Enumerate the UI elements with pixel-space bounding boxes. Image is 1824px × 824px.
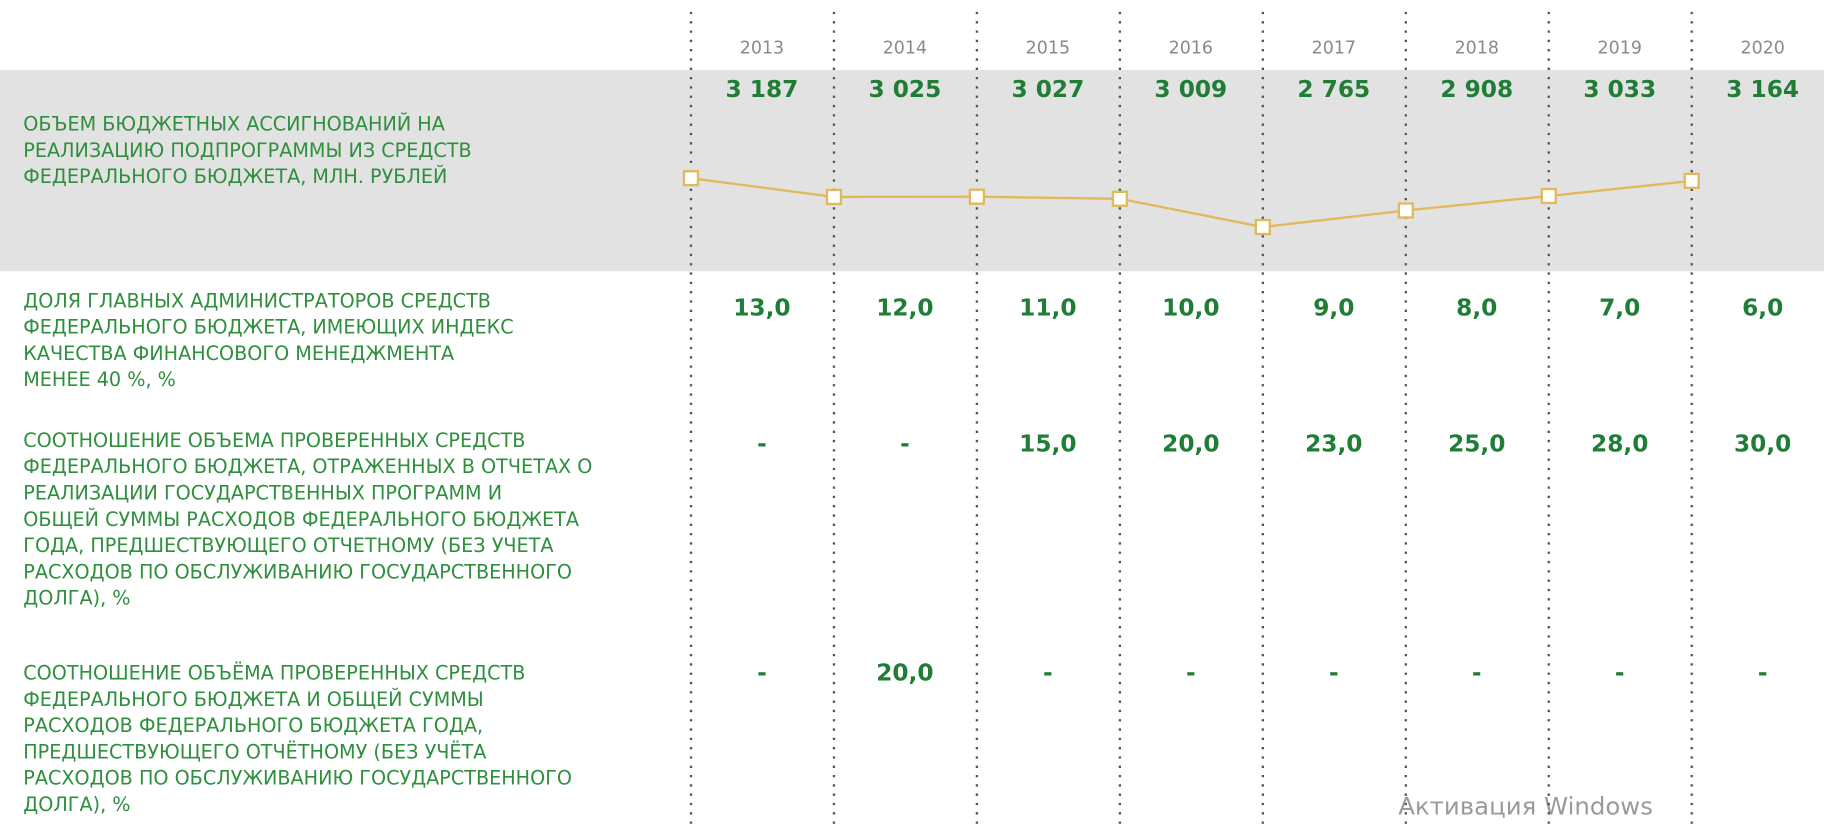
cell-value: 30,0: [1734, 431, 1791, 458]
row-label: СООТНОШЕНИЕ ОБЪЕМА ПРОВЕРЕННЫХ СРЕДСТВ: [23, 429, 525, 452]
row-label: ДОЛГА), %: [23, 793, 130, 816]
row-label: ОБЪЕМ БЮДЖЕТНЫХ АССИГНОВАНИЙ НА: [23, 112, 445, 135]
row-label: ФЕДЕРАЛЬНОГО БЮДЖЕТА, МЛН. РУБЛЕЙ: [23, 165, 447, 188]
sparkline-point: [825, 188, 843, 206]
year-header: 2018: [1455, 39, 1499, 59]
cell-value: 2 765: [1297, 76, 1370, 103]
sparkline-point: [682, 170, 700, 187]
cell-value: 15,0: [1019, 431, 1076, 458]
row-label: ФЕДЕРАЛЬНОГО БЮДЖЕТА, ИМЕЮЩИХ ИНДЕКС: [23, 316, 513, 339]
row-label: РАСХОДОВ ПО ОБСЛУЖИВАНИЮ ГОСУДАРСТВЕННОГ…: [23, 767, 572, 790]
year-header: 2014: [883, 39, 927, 59]
cell-value: -: [1186, 660, 1196, 687]
row-label: РЕАЛИЗАЦИЮ ПОДПРОГРАММЫ ИЗ СРЕДСТВ: [23, 139, 471, 162]
cell-value: -: [1472, 660, 1482, 687]
cell-value: 2 908: [1440, 76, 1513, 103]
year-header: 2016: [1169, 39, 1213, 59]
highlight-band: [0, 70, 1824, 272]
cell-value: 20,0: [1162, 431, 1219, 458]
row-label: СООТНОШЕНИЕ ОБЪЁМА ПРОВЕРЕННЫХ СРЕДСТВ: [23, 662, 525, 685]
cell-value: 28,0: [1591, 431, 1648, 458]
row-label: ДОЛЯ ГЛАВНЫХ АДМИНИСТРАТОРОВ СРЕДСТВ: [23, 289, 491, 312]
cell-value: 3 025: [868, 76, 941, 103]
year-header: 2017: [1312, 39, 1356, 59]
sparkline-point: [1540, 187, 1557, 205]
cell-value: 7,0: [1599, 294, 1640, 321]
cell-value: 25,0: [1448, 431, 1505, 458]
sparkline-point: [1111, 190, 1129, 207]
cell-value: -: [757, 431, 767, 458]
cell-value: 12,0: [876, 294, 933, 321]
row-label: МЕНЕЕ 40 %, %: [23, 368, 176, 391]
cell-value: 13,0: [733, 294, 790, 321]
cell-value: -: [900, 431, 910, 458]
cell-value: -: [1043, 660, 1053, 687]
sparkline-point: [968, 188, 986, 205]
cell-value: 3 164: [1726, 76, 1799, 103]
sparkline: [690, 177, 1692, 229]
sparkline-point: [1683, 172, 1700, 189]
year-header: 2015: [1026, 39, 1070, 59]
row-label: ОБЩЕЙ СУММЫ РАСХОДОВ ФЕДЕРАЛЬНОГО БЮДЖЕТ…: [23, 508, 579, 531]
row-label: ФЕДЕРАЛЬНОГО БЮДЖЕТА, ОТРАЖЕННЫХ В ОТЧЕТ…: [23, 455, 592, 478]
year-header: 2013: [740, 39, 784, 59]
cell-value: -: [1758, 660, 1768, 687]
cell-value: 8,0: [1456, 294, 1497, 321]
cell-value: 10,0: [1162, 294, 1219, 321]
row-label: ПРЕДШЕСТВУЮЩЕГО ОТЧЁТНОМУ (БЕЗ УЧЁТА: [23, 740, 486, 763]
cell-value: -: [1329, 660, 1339, 687]
cell-value: 3 033: [1583, 76, 1656, 103]
cell-value: 20,0: [876, 660, 933, 687]
year-header: 2019: [1598, 39, 1642, 59]
cell-value: 11,0: [1019, 294, 1076, 321]
cell-value: 6,0: [1742, 294, 1783, 321]
watermark: Активация Windows: [1398, 791, 1653, 820]
row-label: РАСХОДОВ ФЕДЕРАЛЬНОГО БЮДЖЕТА ГОДА,: [23, 714, 483, 737]
cell-value: 9,0: [1313, 294, 1354, 321]
sparkline-point: [1397, 202, 1414, 219]
row-label: КАЧЕСТВА ФИНАНСОВОГО МЕНЕДЖМЕНТА: [23, 342, 454, 365]
row-label: РАСХОДОВ ПО ОБСЛУЖИВАНИЮ ГОСУДАРСТВЕННОГ…: [23, 560, 572, 583]
cell-value: 3 187: [726, 76, 799, 103]
sparkline-point: [1254, 218, 1271, 236]
row-label: РЕАЛИЗАЦИИ ГОСУДАРСТВЕННЫХ ПРОГРАММ И: [23, 481, 502, 504]
row-label: ГОДА, ПРЕДШЕСТВУЮЩЕГО ОТЧЕТНОМУ (БЕЗ УЧЕ…: [23, 534, 553, 557]
cell-value: -: [757, 660, 767, 687]
row-label: ДОЛГА), %: [23, 587, 130, 610]
cell-value: 3 027: [1011, 76, 1084, 103]
cell-value: -: [1615, 660, 1625, 687]
cell-value: 3 009: [1154, 76, 1227, 103]
cell-value: 23,0: [1305, 431, 1362, 458]
year-header: 2020: [1741, 39, 1785, 59]
row-label: ФЕДЕРАЛЬНОГО БЮДЖЕТА И ОБЩЕЙ СУММЫ: [23, 688, 483, 711]
